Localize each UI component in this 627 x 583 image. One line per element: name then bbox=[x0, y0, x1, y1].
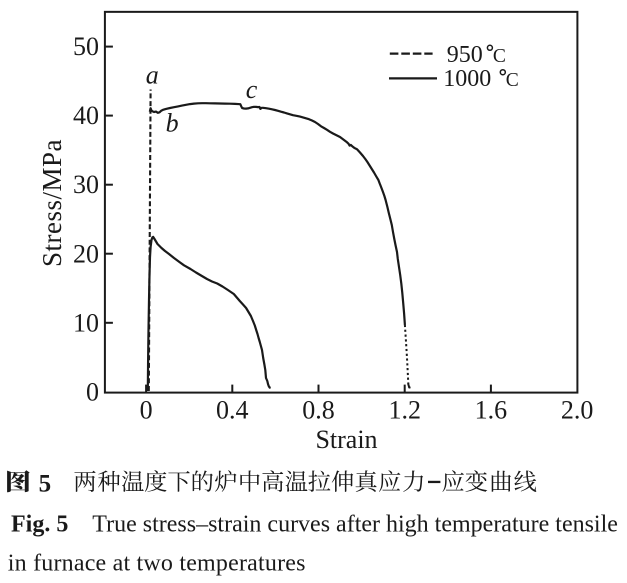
svg-text:1.6: 1.6 bbox=[475, 396, 508, 425]
svg-text:1.2: 1.2 bbox=[388, 396, 421, 425]
svg-text:0.4: 0.4 bbox=[216, 396, 249, 425]
svg-text:0.8: 0.8 bbox=[302, 396, 335, 425]
svg-text:30: 30 bbox=[73, 170, 99, 199]
svg-text:Strain: Strain bbox=[315, 425, 377, 454]
svg-text:in furnace at two temperatures: in furnace at two temperatures bbox=[8, 551, 306, 577]
svg-text:C: C bbox=[493, 46, 506, 67]
svg-text:0: 0 bbox=[86, 377, 99, 406]
svg-text:2.0: 2.0 bbox=[561, 396, 594, 425]
svg-text:a: a bbox=[146, 61, 159, 90]
svg-text:C: C bbox=[506, 70, 519, 91]
svg-text:950: 950 bbox=[447, 42, 483, 68]
svg-text:c: c bbox=[246, 75, 258, 104]
svg-text:40: 40 bbox=[73, 101, 99, 130]
svg-text:20: 20 bbox=[73, 239, 99, 268]
svg-text:0: 0 bbox=[140, 396, 153, 425]
svg-text:10: 10 bbox=[73, 308, 99, 337]
svg-text:50: 50 bbox=[73, 32, 99, 61]
svg-text:5: 5 bbox=[39, 471, 52, 498]
svg-text:1000: 1000 bbox=[443, 66, 491, 92]
svg-text:b: b bbox=[166, 109, 179, 138]
svg-text:Stress/MPa: Stress/MPa bbox=[37, 139, 67, 267]
